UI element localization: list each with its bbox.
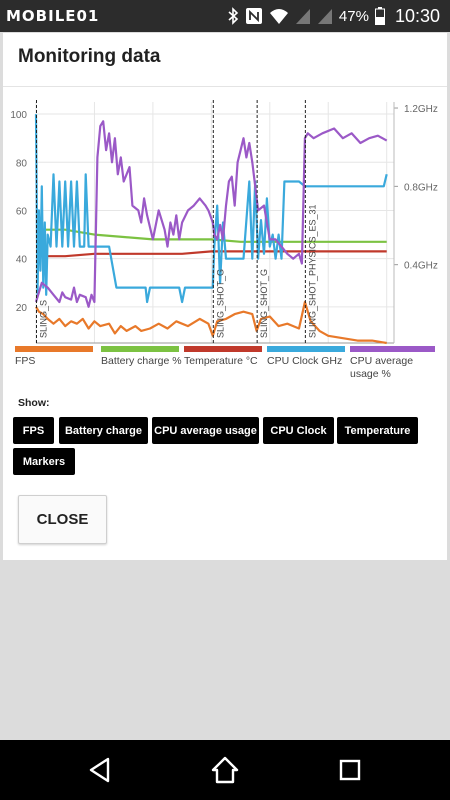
marker-label: SLING_SHOT_PHYSICS_ES_31	[307, 204, 317, 338]
navigation-bar	[0, 740, 450, 800]
y-right-tick-label: 1.2GHz	[404, 104, 438, 115]
series-line	[34, 114, 388, 304]
chart-svg: 2040608010000:0000:4001:2002:0002:4003:2…	[10, 100, 438, 362]
monitoring-chart: 2040608010000:0000:4001:2002:0002:4003:2…	[3, 87, 447, 387]
series-line	[36, 228, 387, 243]
chart-legend: FPS Battery charge % Temperature °C CPU …	[15, 346, 435, 386]
series-line	[35, 300, 387, 345]
back-icon[interactable]	[84, 754, 116, 786]
battery-percent: 47%	[338, 7, 369, 25]
monitoring-dialog: Monitoring data 2040608010000:0000:4001:…	[3, 33, 447, 560]
legend-swatch	[184, 346, 262, 352]
y-tick-label: 60	[16, 206, 28, 217]
legend-item-fps: FPS	[15, 346, 93, 368]
title-divider	[3, 86, 447, 87]
legend-swatch	[350, 346, 435, 352]
legend-item-cpu-clock: CPU Clock GHz	[267, 346, 345, 368]
clock: 10:30	[394, 5, 440, 26]
signal-icon	[317, 9, 332, 24]
legend-swatch	[101, 346, 179, 352]
home-icon[interactable]	[209, 754, 241, 786]
legend-label: CPU Clock GHz	[267, 355, 343, 367]
legend-item-temperature: Temperature °C	[184, 346, 262, 368]
legend-swatch	[15, 346, 93, 352]
marker-label: SLING_SHOT_G	[215, 269, 225, 338]
status-icons: 47% 10:30	[227, 5, 440, 27]
status-bar: MOBILE01 47% 10:30	[0, 0, 450, 32]
y-tick-label: 80	[16, 158, 28, 169]
toggle-markers[interactable]: Markers	[13, 448, 75, 475]
legend-item-cpu-usage: CPU average usage %	[350, 346, 435, 381]
legend-label: Battery charge %	[101, 355, 182, 367]
dialog-title: Monitoring data	[18, 46, 161, 67]
signal-icon	[295, 9, 310, 24]
close-button[interactable]: CLOSE	[18, 495, 107, 544]
recents-icon[interactable]	[334, 754, 366, 786]
toggle-cpu-clock[interactable]: CPU Clock	[263, 417, 334, 444]
marker-label: SLING_SHOT_G	[259, 269, 269, 338]
battery-icon	[374, 7, 385, 25]
legend-label: CPU average usage %	[350, 355, 414, 380]
legend-label: Temperature °C	[184, 355, 258, 367]
legend-swatch	[267, 346, 345, 352]
y-tick-label: 40	[16, 255, 28, 266]
marker-label: SLING_S	[39, 300, 49, 338]
bluetooth-icon	[228, 7, 239, 25]
toggle-fps[interactable]: FPS	[13, 417, 54, 444]
toggle-temperature[interactable]: Temperature	[337, 417, 418, 444]
legend-label: FPS	[15, 355, 36, 367]
legend-item-battery: Battery charge %	[101, 346, 182, 368]
show-label: Show:	[18, 397, 50, 409]
y-tick-label: 20	[16, 303, 28, 314]
y-right-tick-label: 0.8GHz	[404, 182, 438, 193]
series-line	[34, 120, 388, 308]
nfc-icon	[245, 8, 262, 24]
toggle-battery-charge[interactable]: Battery charge	[59, 417, 148, 444]
y-tick-label: 100	[10, 110, 27, 121]
wifi-icon	[269, 9, 288, 24]
brand-watermark: MOBILE01	[6, 7, 100, 25]
y-right-tick-label: 0.4GHz	[404, 261, 438, 272]
toggle-cpu-average-usage[interactable]: CPU average usage	[152, 417, 259, 444]
